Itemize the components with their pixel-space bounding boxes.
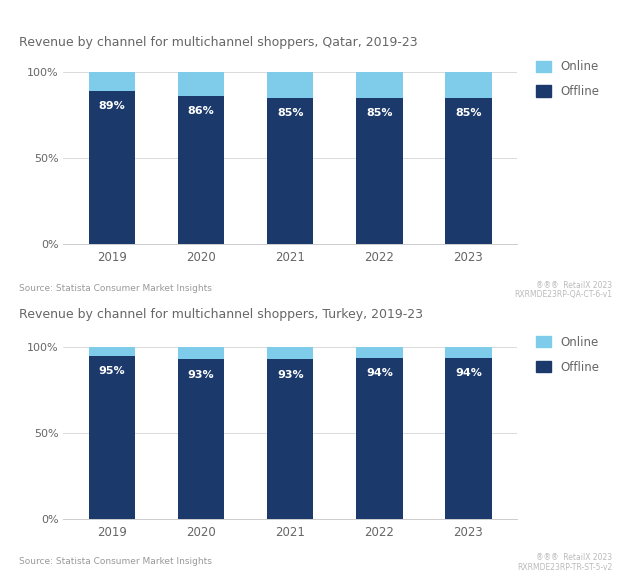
Text: 89%: 89% [98,101,126,111]
Bar [178,96,225,244]
Text: 94%: 94% [366,368,392,378]
Bar [89,347,135,356]
Bar [178,359,225,519]
Bar [89,72,135,91]
Bar [356,98,403,244]
Bar [267,72,314,98]
Bar [356,347,403,358]
Bar [178,347,225,359]
Bar [178,72,225,96]
Text: Source: Statista Consumer Market Insights: Source: Statista Consumer Market Insight… [19,557,212,566]
Bar [445,72,492,98]
Bar [267,359,314,519]
Bar [445,358,492,519]
Bar [267,98,314,244]
Text: 85%: 85% [277,108,304,118]
Text: RXRMDE23RP-TR-ST-5-v2: RXRMDE23RP-TR-ST-5-v2 [517,563,612,572]
Text: ®®®  RetailX 2023: ®®® RetailX 2023 [536,281,612,290]
Text: 85%: 85% [366,108,392,118]
Legend: Online, Offline: Online, Offline [533,332,603,377]
Text: 93%: 93% [277,370,304,379]
Bar [356,72,403,98]
Bar [445,347,492,358]
Text: Source: Statista Consumer Market Insights: Source: Statista Consumer Market Insight… [19,284,212,293]
Text: 93%: 93% [188,370,215,379]
Legend: Online, Offline: Online, Offline [533,57,603,102]
Text: 86%: 86% [188,106,215,116]
Bar [89,91,135,244]
Bar [89,356,135,519]
Text: ®®®  RetailX 2023: ®®® RetailX 2023 [536,553,612,563]
Text: RXRMDE23RP-QA-CT-6-v1: RXRMDE23RP-QA-CT-6-v1 [514,290,612,299]
Bar [267,347,314,359]
Bar [356,358,403,519]
Text: Revenue by channel for multichannel shoppers, Qatar, 2019-23: Revenue by channel for multichannel shop… [19,36,418,49]
Text: 94%: 94% [455,368,482,378]
Text: 85%: 85% [455,108,481,118]
Text: 95%: 95% [99,366,126,376]
Bar [445,98,492,244]
Text: Revenue by channel for multichannel shoppers, Turkey, 2019-23: Revenue by channel for multichannel shop… [19,308,423,321]
